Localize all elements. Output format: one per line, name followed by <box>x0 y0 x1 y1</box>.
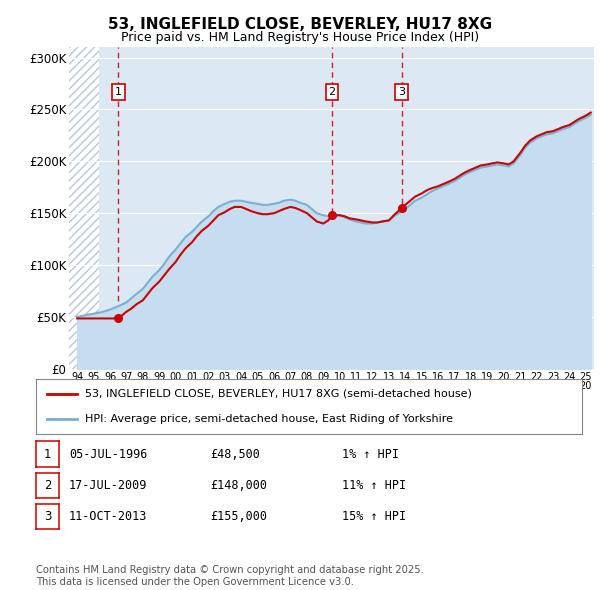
Text: £48,500: £48,500 <box>210 447 260 461</box>
Text: 2: 2 <box>44 478 51 492</box>
Text: 11% ↑ HPI: 11% ↑ HPI <box>342 478 406 492</box>
Text: 1% ↑ HPI: 1% ↑ HPI <box>342 447 399 461</box>
Text: 11-OCT-2013: 11-OCT-2013 <box>69 510 148 523</box>
Text: 15% ↑ HPI: 15% ↑ HPI <box>342 510 406 523</box>
Text: £155,000: £155,000 <box>210 510 267 523</box>
Text: 3: 3 <box>398 87 405 97</box>
Text: 2: 2 <box>329 87 336 97</box>
Text: 53, INGLEFIELD CLOSE, BEVERLEY, HU17 8XG (semi-detached house): 53, INGLEFIELD CLOSE, BEVERLEY, HU17 8XG… <box>85 389 472 399</box>
Text: Price paid vs. HM Land Registry's House Price Index (HPI): Price paid vs. HM Land Registry's House … <box>121 31 479 44</box>
Text: HPI: Average price, semi-detached house, East Riding of Yorkshire: HPI: Average price, semi-detached house,… <box>85 414 453 424</box>
Text: 53, INGLEFIELD CLOSE, BEVERLEY, HU17 8XG: 53, INGLEFIELD CLOSE, BEVERLEY, HU17 8XG <box>108 17 492 31</box>
Text: 1: 1 <box>115 87 122 97</box>
Text: 3: 3 <box>44 510 51 523</box>
Text: 1: 1 <box>44 447 51 461</box>
Text: Contains HM Land Registry data © Crown copyright and database right 2025.
This d: Contains HM Land Registry data © Crown c… <box>36 565 424 587</box>
Text: 05-JUL-1996: 05-JUL-1996 <box>69 447 148 461</box>
Bar <box>69 47 98 369</box>
Text: £148,000: £148,000 <box>210 478 267 492</box>
Text: 17-JUL-2009: 17-JUL-2009 <box>69 478 148 492</box>
